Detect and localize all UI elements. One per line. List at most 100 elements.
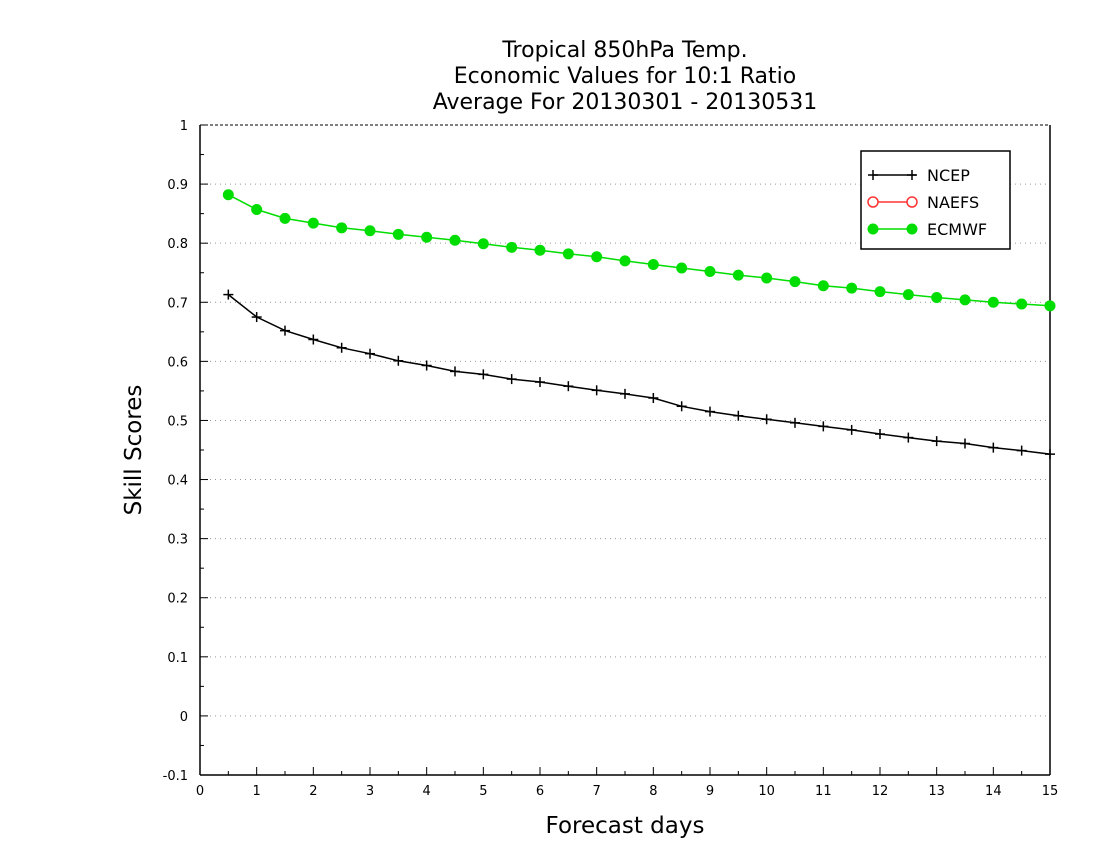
point-ncep-22 bbox=[846, 424, 857, 435]
legend-marker-left-ncep bbox=[868, 170, 878, 180]
legend-marker-right-ecmwf bbox=[906, 223, 918, 235]
legend-entry-ecmwf: ECMWF bbox=[867, 220, 987, 239]
x-tick-label-15: 15 bbox=[1042, 784, 1059, 799]
series-ncep bbox=[223, 289, 1055, 460]
point-ncep-1 bbox=[251, 312, 262, 323]
legend-label-ncep: NCEP bbox=[927, 166, 970, 185]
point-ncep-13 bbox=[591, 385, 602, 396]
x-tick-label-3: 3 bbox=[366, 784, 374, 799]
point-ecmwf-27 bbox=[987, 296, 999, 308]
chart-title-line-2: Economic Values for 10:1 Ratio bbox=[454, 64, 796, 89]
point-ecmwf-25 bbox=[931, 292, 943, 304]
legend-label-naefs: NAEFS bbox=[927, 193, 979, 212]
point-ecmwf-23 bbox=[874, 286, 886, 298]
point-ecmwf-14 bbox=[619, 255, 631, 267]
x-tick-label-8: 8 bbox=[649, 784, 657, 799]
point-ncep-19 bbox=[761, 414, 772, 425]
series-layer bbox=[222, 189, 1056, 460]
grid-lines bbox=[200, 183, 1050, 717]
chart-title-line-3: Average For 20130301 - 20130531 bbox=[433, 90, 818, 115]
y-tick-label-11: 1 bbox=[180, 119, 188, 134]
point-ncep-6 bbox=[393, 355, 404, 366]
point-ncep-29 bbox=[1045, 449, 1055, 460]
point-ecmwf-6 bbox=[392, 228, 404, 240]
y-tick-label-10: 0.9 bbox=[167, 178, 188, 193]
x-tick-label-9: 9 bbox=[706, 784, 714, 799]
x-axis-title: Forecast days bbox=[546, 813, 705, 839]
point-ecmwf-2 bbox=[279, 212, 291, 224]
point-ecmwf-21 bbox=[817, 280, 829, 292]
point-ncep-26 bbox=[960, 438, 970, 449]
point-ecmwf-24 bbox=[902, 289, 914, 301]
point-ecmwf-12 bbox=[562, 248, 574, 260]
legend-box bbox=[860, 150, 1011, 250]
chart-title-line-1: Tropical 850hPa Temp. bbox=[501, 38, 747, 63]
y-axis-title: Skill Scores bbox=[121, 385, 147, 516]
x-tick-label-4: 4 bbox=[423, 784, 431, 799]
x-tick-label-13: 13 bbox=[928, 784, 945, 799]
point-ecmwf-19 bbox=[761, 272, 773, 284]
point-ecmwf-4 bbox=[336, 222, 348, 234]
x-tick-label-14: 14 bbox=[985, 784, 1002, 799]
point-ncep-27 bbox=[988, 442, 999, 453]
point-ncep-25 bbox=[931, 436, 942, 447]
legend-entry-ncep: NCEP bbox=[868, 166, 970, 185]
point-ecmwf-28 bbox=[1016, 298, 1028, 310]
legend-marker-right-ncep bbox=[907, 170, 917, 180]
point-ecmwf-7 bbox=[421, 231, 433, 243]
y-tick-label-2: 0.1 bbox=[167, 651, 188, 666]
y-tick-label-0: -0.1 bbox=[163, 769, 188, 784]
point-ecmwf-29 bbox=[1044, 300, 1056, 312]
legend-entry-naefs: NAEFS bbox=[867, 193, 979, 212]
point-ncep-2 bbox=[280, 325, 290, 336]
legend-marker-right-naefs bbox=[906, 196, 918, 208]
point-ecmwf-3 bbox=[307, 217, 319, 229]
y-tick-label-7: 0.6 bbox=[167, 355, 188, 370]
point-ncep-14 bbox=[620, 388, 630, 399]
point-ecmwf-1 bbox=[251, 204, 263, 215]
point-ncep-0 bbox=[223, 289, 234, 300]
x-tick-label-6: 6 bbox=[536, 784, 544, 799]
y-tick-label-9: 0.8 bbox=[167, 237, 188, 252]
point-ncep-18 bbox=[733, 410, 744, 421]
point-ecmwf-15 bbox=[647, 258, 659, 270]
point-ncep-12 bbox=[563, 381, 574, 392]
point-ncep-3 bbox=[308, 334, 319, 345]
point-ncep-9 bbox=[478, 369, 489, 380]
y-tick-label-3: 0.2 bbox=[167, 592, 188, 607]
point-ecmwf-20 bbox=[789, 276, 801, 288]
point-ecmwf-22 bbox=[846, 282, 858, 294]
legend-marker-left-ecmwf bbox=[867, 223, 879, 235]
series-line-ncep bbox=[227, 294, 1051, 455]
point-ecmwf-16 bbox=[676, 262, 688, 274]
point-ncep-28 bbox=[1016, 445, 1027, 456]
chart-title: Tropical 850hPa Temp.Economic Values for… bbox=[433, 38, 818, 115]
x-tick-label-2: 2 bbox=[309, 784, 317, 799]
point-ncep-23 bbox=[875, 429, 885, 440]
point-ecmwf-5 bbox=[364, 225, 376, 237]
axes: 0 1 2 3 4 5 6 7 8 9 10 11 12 13 14 15-0.100.10.20.30.40… bbox=[121, 119, 1058, 839]
y-tick-label-5: 0.4 bbox=[167, 474, 188, 489]
x-tick-label-7: 7 bbox=[593, 784, 601, 799]
point-ncep-15 bbox=[648, 393, 659, 403]
legend-marker-left-naefs bbox=[867, 196, 879, 208]
point-ecmwf-26 bbox=[959, 294, 971, 306]
point-ecmwf-13 bbox=[591, 251, 603, 263]
legend-label-ecmwf: ECMWF bbox=[927, 220, 987, 239]
point-ncep-5 bbox=[365, 348, 375, 359]
point-ncep-11 bbox=[535, 377, 545, 388]
point-ncep-16 bbox=[676, 401, 687, 412]
point-ecmwf-9 bbox=[477, 238, 489, 250]
x-tick-label-11: 11 bbox=[815, 784, 832, 799]
y-tick-label-1: 0 bbox=[180, 710, 188, 725]
point-ncep-21 bbox=[818, 421, 829, 432]
x-tick-label-12: 12 bbox=[872, 784, 889, 799]
point-ncep-17 bbox=[705, 406, 715, 417]
x-tick-label-1: 1 bbox=[253, 784, 261, 799]
x-tick-label-10: 10 bbox=[758, 784, 775, 799]
point-ncep-7 bbox=[421, 360, 432, 371]
series-ecmwf bbox=[222, 189, 1056, 312]
point-ecmwf-0 bbox=[222, 189, 234, 201]
